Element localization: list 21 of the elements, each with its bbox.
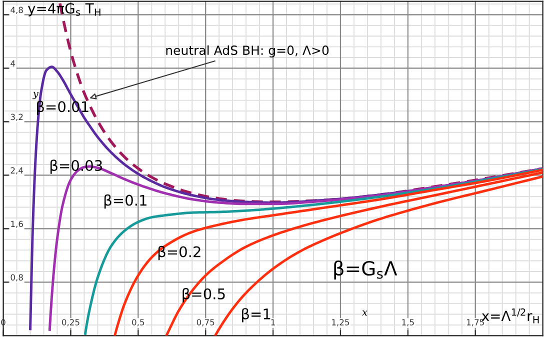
x-tick-label: 1,5 (402, 319, 414, 326)
x-tick-label: 0,75 (196, 319, 214, 326)
x-tick-label: 0,25 (62, 319, 80, 326)
x-tick-label: 0,5 (132, 319, 144, 326)
x-tick-label: 1,75 (467, 319, 484, 326)
annotation: β=G$_{s}$Λ (334, 260, 398, 280)
y-tick-label: 2,4 (10, 167, 23, 174)
annotation: x (362, 310, 368, 316)
x-tick-label: 1 (271, 319, 275, 326)
series-label: β=0.2 (158, 246, 200, 260)
series-label: β=0.1 (104, 194, 146, 209)
y-tick-label: 4 (10, 60, 16, 66)
series-label: β=0.03 (50, 160, 102, 174)
x-tick-label: 1,25 (332, 319, 350, 326)
series-label: β=1 (242, 308, 270, 322)
y-tick-label: 0,8 (10, 274, 23, 282)
annotation: y (32, 92, 39, 100)
y-tick-label: 4,8 (10, 6, 23, 14)
y-tick-label: 1,6 (11, 220, 23, 228)
annotation: neutral AdS BH: g=0, Λ>0 (166, 45, 329, 58)
y-tick-label: 3,2 (10, 114, 23, 121)
